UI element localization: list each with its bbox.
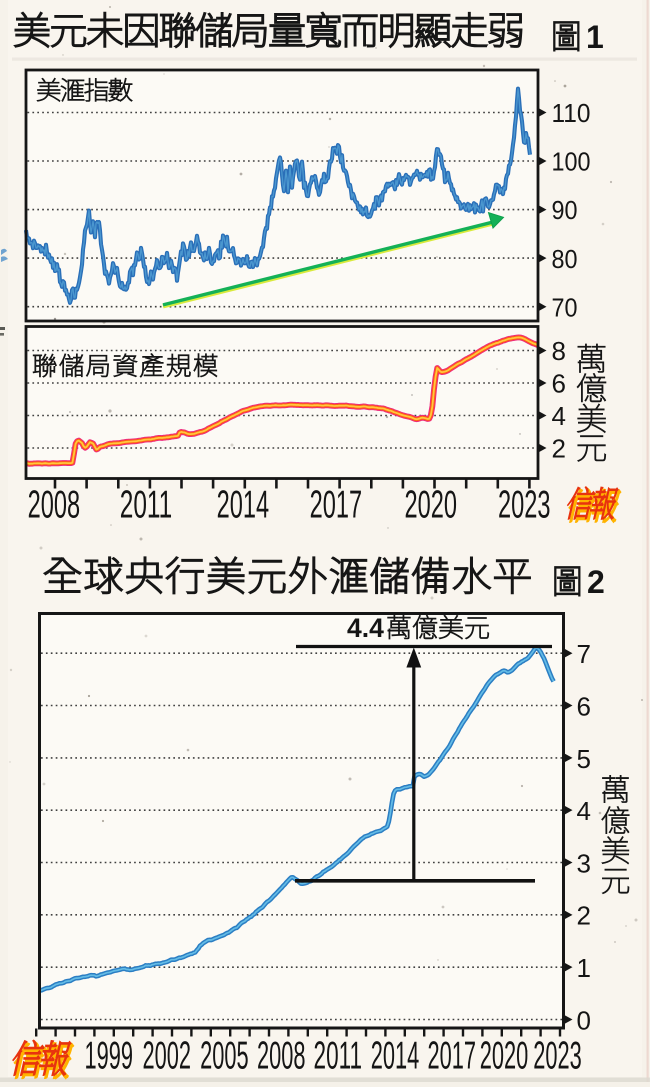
svg-text:2014: 2014	[371, 1034, 420, 1077]
svg-text:80: 80	[552, 244, 578, 274]
svg-text:5: 5	[577, 744, 591, 774]
svg-text:1: 1	[586, 19, 604, 55]
svg-text:2023: 2023	[533, 1034, 582, 1077]
svg-text:8: 8	[552, 336, 566, 366]
svg-text:2008: 2008	[28, 483, 81, 526]
svg-text:2005: 2005	[200, 1034, 249, 1077]
svg-text:2014: 2014	[217, 483, 270, 526]
svg-text:70: 70	[552, 292, 578, 322]
svg-text:2008: 2008	[257, 1034, 306, 1077]
svg-text:4: 4	[552, 401, 566, 431]
svg-text:4: 4	[577, 796, 591, 826]
svg-text:2: 2	[577, 901, 591, 931]
svg-text:2011: 2011	[120, 483, 173, 526]
svg-text:2: 2	[587, 564, 605, 600]
svg-text:4.4: 4.4	[347, 613, 384, 643]
svg-text:1: 1	[577, 953, 591, 983]
svg-text:2: 2	[552, 434, 566, 464]
svg-text:7: 7	[577, 639, 591, 669]
svg-text:0: 0	[577, 1005, 591, 1035]
svg-text:2020: 2020	[480, 1034, 529, 1077]
svg-text:2023: 2023	[498, 483, 551, 526]
svg-text:100: 100	[552, 147, 591, 177]
svg-text:6: 6	[577, 691, 591, 721]
svg-text:2017: 2017	[310, 483, 363, 526]
svg-text:110: 110	[552, 98, 591, 128]
svg-text:6: 6	[552, 369, 566, 399]
svg-text:2002: 2002	[143, 1034, 192, 1077]
svg-text:2020: 2020	[405, 483, 458, 526]
svg-text:90: 90	[552, 195, 578, 225]
svg-text:1999: 1999	[84, 1034, 133, 1077]
svg-text:2011: 2011	[314, 1034, 363, 1077]
svg-text:3: 3	[577, 848, 591, 878]
svg-text:2017: 2017	[427, 1034, 476, 1077]
